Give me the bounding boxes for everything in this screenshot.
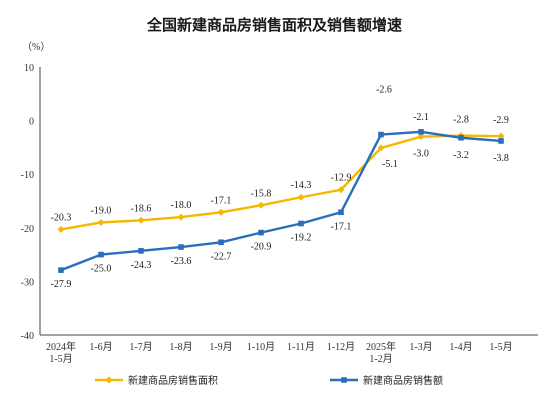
x-tick-labels: 2024年 1-5月 1-6月 1-7月 1-8月 1-9月 1-10月 1-11月 1-12月…: [46, 340, 513, 365]
series-layer: [57, 129, 505, 273]
data-label-series-1: -2.9: [493, 115, 509, 126]
y-tick-label: -10: [21, 170, 34, 181]
data-label-series-2: -3.2: [453, 150, 469, 161]
series-2-point: [218, 239, 224, 246]
data-label-series-1: -15.8: [251, 188, 272, 199]
series-2-point: [258, 229, 264, 236]
data-label-series-2: -23.6: [171, 256, 192, 267]
series-1-point: [57, 225, 65, 233]
series-2-point: [418, 129, 424, 135]
data-label-series-2: -20.9: [251, 242, 272, 253]
series-1-point: [377, 144, 385, 152]
legend-marker-2: [341, 377, 347, 383]
x-tick-label: 1-7月: [129, 341, 152, 353]
x-tick-label: 1-9月: [209, 341, 232, 353]
x-tick-label: 1-12月: [327, 341, 355, 353]
series-2-point: [338, 209, 344, 216]
series-1-point: [177, 213, 185, 221]
data-label-series-2: -3.8: [493, 153, 509, 164]
data-label-series-2: -17.1: [331, 221, 352, 232]
data-label-series-1: -19.0: [91, 205, 112, 216]
data-label-series-1: -5.1: [382, 159, 398, 170]
y-tick-label: -30: [21, 277, 34, 288]
series-1-point: [417, 133, 425, 141]
y-tick-label: 0: [29, 117, 34, 128]
series-2-point: [498, 138, 504, 144]
data-label-series-1: -18.0: [171, 200, 192, 211]
y-tick-label: -40: [21, 331, 34, 342]
x-tick-label: 2025年 1-2月: [366, 340, 396, 365]
series-2-point: [298, 220, 304, 227]
x-tick-label: 1-3月: [409, 341, 432, 353]
x-tick-label: 1-8月: [169, 341, 192, 353]
series-line-1: [60, 134, 502, 231]
data-label-series-2: -2.6: [376, 85, 392, 96]
series-2-point: [138, 248, 144, 254]
x-tick-label: 1-4月: [449, 341, 472, 353]
series-1-point: [97, 218, 105, 226]
chart-title: 全国新建商品房销售面积及销售额增速: [146, 16, 402, 34]
data-label-series-1: -20.3: [51, 212, 72, 223]
legend-marker-1: [105, 376, 113, 384]
series-line-2: [60, 130, 502, 272]
data-label-series-2: -2.1: [413, 112, 429, 123]
series-1-point: [297, 193, 305, 201]
y-tick-labels: 10 0 -10 -20 -30 -40: [21, 63, 34, 342]
series-2-point: [458, 134, 464, 141]
data-label-series-1: -3.0: [413, 149, 429, 160]
data-label-series-1: -2.8: [453, 115, 469, 126]
data-label-series-1: -14.3: [291, 180, 312, 191]
series-1-point: [337, 186, 345, 194]
legend-label-2: 新建商品房销售额: [363, 374, 443, 387]
x-tick-label: 1-11月: [287, 341, 315, 353]
axes: [39, 67, 538, 336]
series-2-point: [98, 251, 104, 258]
series-2-point: [58, 267, 64, 273]
data-label-series-2: -25.0: [91, 264, 112, 275]
data-label-series-2: -24.3: [131, 260, 152, 271]
data-label-series-2: -19.2: [291, 233, 312, 244]
data-label-series-1: -18.6: [131, 203, 152, 214]
series-1-point: [497, 132, 505, 140]
series-2-point: [378, 131, 384, 138]
series-2-point: [178, 244, 184, 250]
data-label-series-1: -12.9: [331, 173, 352, 184]
series-1-point: [137, 216, 145, 224]
x-tick-label: 1-6月: [89, 341, 112, 353]
x-tick-label: 1-10月: [247, 341, 275, 353]
data-label-series-1: -17.1: [211, 195, 232, 206]
series-1-point: [257, 201, 265, 209]
data-label-series-2: -27.9: [51, 279, 72, 290]
data-labels: -20.3 -27.9 -19.0 -25.0 -18.6 -24.3 -18.0 -23.6…: [51, 85, 509, 291]
y-tick-label: 10: [24, 63, 34, 74]
legend: 新建商品房销售面积 新建商品房销售额: [95, 374, 443, 387]
legend-label-1: 新建商品房销售面积: [128, 374, 218, 387]
series-1-point: [217, 208, 225, 216]
x-tick-label: 2024年 1-5月: [46, 340, 76, 365]
data-label-series-2: -22.7: [211, 251, 232, 262]
y-unit-label: （%）: [22, 41, 50, 53]
y-tick-label: -20: [21, 224, 34, 235]
x-tick-label: 1-5月: [489, 341, 512, 353]
